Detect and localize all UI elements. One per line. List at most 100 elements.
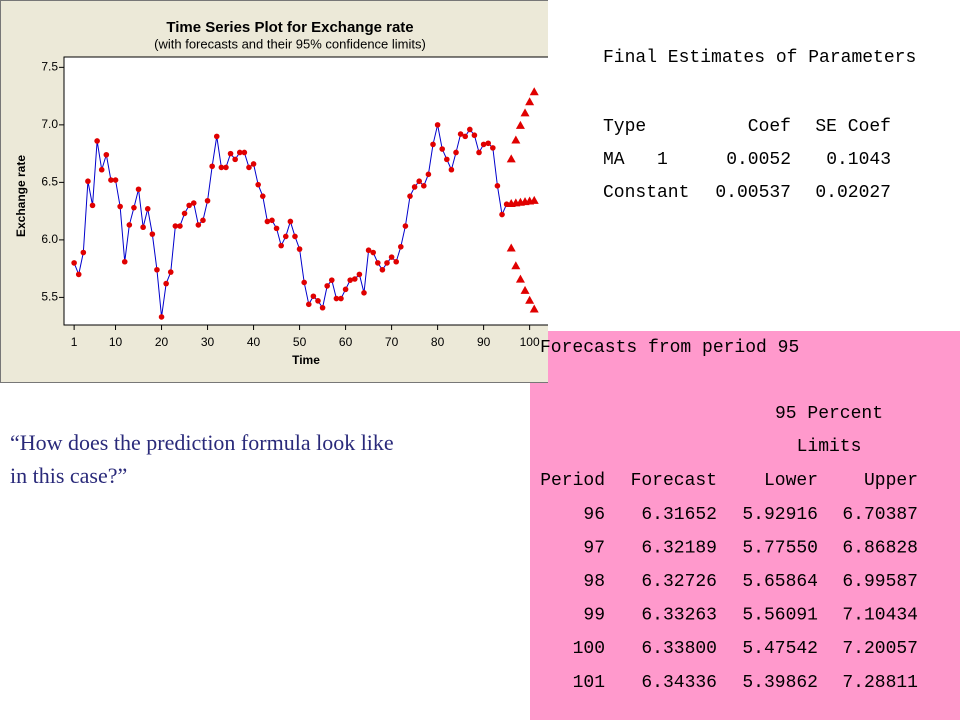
data-point <box>301 279 307 286</box>
data-point <box>282 233 289 240</box>
x-tick-label: 60 <box>339 335 353 349</box>
data-point <box>457 131 464 137</box>
x-axis-label: Time <box>292 353 320 367</box>
data-point <box>71 260 77 266</box>
confidence-limit <box>529 304 539 313</box>
data-point <box>333 295 340 302</box>
table-cell: 0.02027 <box>815 183 891 203</box>
data-point <box>135 186 142 193</box>
data-point <box>144 206 151 212</box>
chart: Time Series Plot for Exchange rate (with… <box>0 0 548 383</box>
x-tick-label: 30 <box>201 335 215 349</box>
confidence-limit <box>515 120 525 129</box>
y-tick-label: 5.5 <box>41 290 58 304</box>
data-point <box>278 242 284 249</box>
table-cell: 7.10434 <box>842 606 918 626</box>
data-point <box>384 260 390 266</box>
forecast-point <box>529 195 539 204</box>
data-point <box>324 283 330 289</box>
column-header: Coef <box>748 117 791 137</box>
question: in this case?” <box>10 463 127 488</box>
table-cell: 5.56091 <box>742 606 818 626</box>
data-point <box>416 178 423 185</box>
table-cell: 96 <box>583 505 605 525</box>
data-point <box>462 133 469 140</box>
question: “How does the prediction formula look li… <box>10 430 394 455</box>
table-cell: 5.39862 <box>742 673 818 693</box>
data-point <box>305 301 312 308</box>
confidence-limit <box>511 261 521 270</box>
table-cell: 98 <box>583 572 605 592</box>
table-cell: 5.47542 <box>742 639 818 659</box>
y-tick-label: 6.0 <box>41 232 58 246</box>
data-point <box>213 133 220 140</box>
data-point <box>181 210 188 217</box>
data-point <box>75 271 82 278</box>
table-cell: 5.77550 <box>742 538 818 558</box>
data-point <box>370 249 376 256</box>
table-cell: 6.31652 <box>641 505 717 525</box>
data-point <box>158 314 165 320</box>
x-tick-label: 50 <box>293 335 307 349</box>
data-point <box>439 146 446 152</box>
data-point <box>259 193 266 199</box>
table-cell: 100 <box>573 639 605 659</box>
data-point <box>204 197 211 204</box>
y-tick-label: 7.5 <box>41 60 58 74</box>
group-header: 95 Percent <box>775 404 883 424</box>
column-header: Forecast <box>631 471 717 491</box>
data-point <box>89 202 96 209</box>
data-point <box>121 258 128 265</box>
x-tick-label: 70 <box>385 335 399 349</box>
text-layer: Final Estimates of Parameters Forecasts … <box>10 48 918 693</box>
confidence-limit <box>506 154 516 163</box>
data-point <box>499 211 505 218</box>
data-point <box>448 166 455 173</box>
data-point <box>287 218 294 225</box>
data-point <box>292 233 298 240</box>
x-tick-label: 10 <box>109 335 123 349</box>
data-point <box>273 225 280 232</box>
data-point <box>232 156 238 163</box>
x-tick-label: 40 <box>247 335 261 349</box>
data-point <box>393 258 400 265</box>
chart-title: Time Series Plot for Exchange rate <box>166 19 413 36</box>
data-point <box>296 246 303 252</box>
data-point <box>347 277 353 283</box>
data-point <box>250 161 257 167</box>
table-cell: 7.28811 <box>842 673 918 693</box>
column-header: Period <box>540 471 605 491</box>
data-point <box>310 293 317 300</box>
data-point <box>241 149 248 156</box>
data-point <box>421 183 427 189</box>
x-tick-label: 20 <box>155 335 169 349</box>
data-point <box>131 204 137 211</box>
data-point <box>85 178 91 185</box>
data-point <box>490 145 496 151</box>
data-point <box>319 304 326 311</box>
data-point <box>467 126 473 133</box>
data-point <box>200 217 206 224</box>
column-header: Lower <box>764 471 818 491</box>
y-tick-label: 6.5 <box>41 175 58 189</box>
data-point <box>365 247 372 254</box>
data-point <box>140 224 146 231</box>
column-header: Type <box>603 117 646 137</box>
data-point <box>154 266 160 273</box>
data-point <box>94 138 100 144</box>
table-cell: 6.70387 <box>842 505 918 525</box>
data-point <box>361 289 367 296</box>
table-cell: 6.32189 <box>641 538 717 558</box>
table-cell: 6.33263 <box>641 606 717 626</box>
confidence-limit <box>520 108 530 117</box>
data-point <box>108 177 114 183</box>
confidence-limit <box>525 295 535 304</box>
data-point <box>453 149 459 156</box>
table-cell: Constant <box>603 183 689 203</box>
data-point <box>126 222 133 228</box>
y-tick-label: 7.0 <box>41 117 58 131</box>
data-point <box>494 183 501 189</box>
data-point <box>388 254 395 260</box>
confidence-limit <box>515 274 525 283</box>
